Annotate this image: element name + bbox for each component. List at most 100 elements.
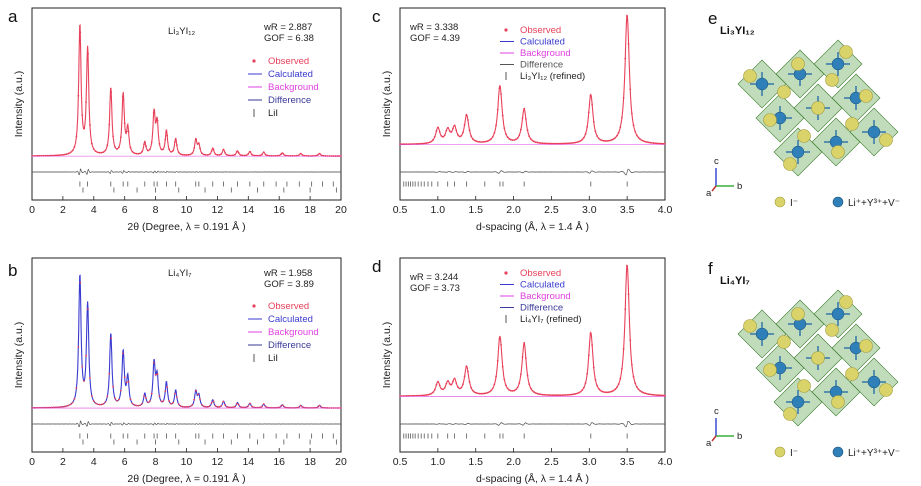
observed-point	[181, 405, 184, 408]
observed-point	[262, 151, 265, 153]
observed-point	[601, 139, 603, 142]
observed-point	[262, 403, 265, 405]
observed-point	[501, 114, 504, 117]
observed-point	[485, 392, 488, 395]
observed-point	[500, 93, 502, 95]
cation-sphere	[831, 57, 845, 71]
observed-point	[38, 154, 41, 157]
observed-point	[599, 389, 602, 392]
iodide-sphere	[825, 323, 839, 337]
observed-point	[98, 403, 101, 406]
x-tick-label: 6	[122, 456, 128, 468]
observed-point	[195, 389, 198, 392]
observed-point	[112, 135, 115, 138]
observed-point	[212, 400, 215, 403]
observed-point	[470, 386, 473, 389]
observed-point	[465, 365, 468, 368]
observed-point	[635, 134, 638, 137]
observed-point	[645, 141, 648, 143]
observed-point	[150, 141, 153, 143]
observed-point	[62, 153, 64, 156]
legend-dot-symbol	[504, 28, 508, 32]
observed-point	[233, 153, 236, 156]
observed-point	[576, 392, 579, 395]
x-tick-label: 8	[153, 456, 159, 468]
observed-point	[520, 128, 522, 131]
observed-point	[564, 394, 567, 396]
observed-point	[452, 127, 454, 130]
x-tick-label: 18	[304, 456, 316, 468]
refinement-stat: GOF = 4.39	[410, 33, 460, 44]
x-tick-label: 8	[153, 204, 159, 216]
observed-point	[438, 384, 441, 387]
observed-point	[172, 401, 174, 404]
cation-sphere	[755, 327, 769, 341]
observed-point	[478, 140, 481, 143]
panel-d: 0.5 1.0 1.5 2.0 2.5 3.0 3.5 4.0 d-spacing (Å, λ …	[372, 257, 672, 485]
observed-point	[657, 394, 660, 397]
observed-point	[162, 148, 165, 150]
observed-point	[69, 151, 72, 154]
observed-point	[581, 138, 584, 141]
observed-point	[175, 144, 178, 147]
observed-point	[71, 149, 74, 152]
x-tick-label: 4.0	[658, 456, 673, 468]
observed-point	[548, 394, 550, 396]
observed-point	[102, 402, 105, 405]
legend-entry: Background	[520, 291, 571, 302]
iodide-sphere	[825, 73, 839, 87]
iodide-sphere	[763, 363, 777, 377]
observed-point	[62, 405, 64, 408]
observed-point	[96, 151, 99, 154]
observed-point	[79, 281, 82, 284]
observed-point	[179, 153, 182, 156]
observed-point	[193, 147, 196, 149]
observed-point	[543, 393, 545, 396]
observed-point	[135, 404, 138, 407]
observed-point	[468, 129, 471, 132]
legend-entry: Background	[268, 327, 319, 338]
observed-point	[104, 401, 107, 403]
legend-entry: Difference	[268, 95, 311, 106]
difference-curve	[399, 168, 666, 176]
observed-point	[210, 150, 213, 152]
observed-point	[524, 118, 527, 120]
observed-point	[146, 401, 149, 404]
observed-point	[133, 404, 136, 406]
observed-point	[106, 144, 109, 147]
observed-point	[563, 142, 565, 145]
observed-point	[260, 405, 263, 408]
observed-point	[498, 338, 501, 340]
legend-entry: Observed	[268, 56, 309, 67]
iodide-sphere	[791, 57, 805, 71]
observed-point	[624, 57, 627, 60]
legend-anion-label: I⁻	[790, 448, 798, 459]
observed-point	[574, 141, 577, 144]
observed-point	[100, 151, 103, 154]
observed-point	[627, 293, 630, 296]
observed-point	[164, 390, 167, 393]
observed-point	[145, 145, 147, 147]
observed-point	[493, 383, 496, 386]
observed-point	[457, 386, 459, 389]
panel-label: a	[8, 7, 18, 26]
panel-label: d	[372, 257, 381, 276]
observed-point	[127, 380, 130, 383]
observed-point	[481, 141, 484, 143]
compound-label: Li₄YI₇	[168, 268, 192, 279]
observed-point	[187, 153, 190, 156]
observed-point	[629, 88, 632, 91]
observed-point	[206, 153, 209, 156]
observed-point	[131, 150, 134, 153]
observed-point	[659, 394, 661, 397]
observed-point	[430, 392, 433, 395]
observed-point	[642, 140, 645, 142]
observed-point	[468, 381, 471, 383]
observed-point	[87, 308, 89, 310]
observed-point	[495, 124, 497, 127]
observed-point	[596, 384, 598, 387]
x-tick-label: 3.0	[582, 204, 597, 216]
iodide-sphere	[763, 113, 777, 127]
x-tick-label: 14	[242, 456, 254, 468]
observed-point	[611, 138, 613, 141]
